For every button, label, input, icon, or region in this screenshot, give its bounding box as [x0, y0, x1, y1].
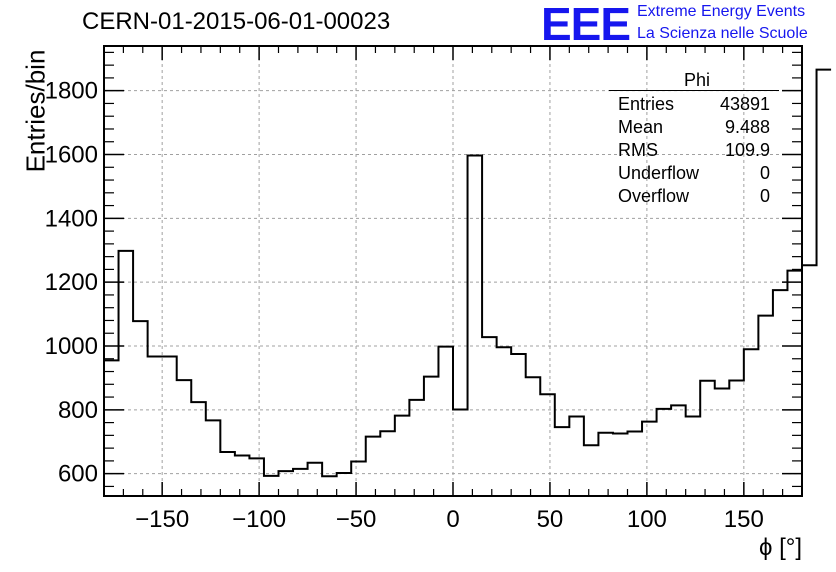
x-tick-label: 0 [446, 506, 459, 533]
x-tick-label: 50 [537, 506, 564, 533]
y-axis-label: Entries/bin [20, 49, 51, 173]
plot-frame [103, 45, 803, 497]
y-tick-label: 800 [58, 397, 98, 424]
y-tick-label: 1800 [45, 78, 98, 105]
stats-value: 0 [759, 163, 770, 183]
x-axis-label: ϕ [°] [758, 534, 802, 561]
eee-logo: EEE [541, 0, 631, 50]
stats-label: Mean [618, 117, 664, 137]
x-tick-label: −100 [232, 506, 286, 533]
y-tick-label: 1600 [45, 142, 98, 169]
tick-labels: −150 −100 −50 0 50 100 150 600 800 1000 1200 1400 16… [45, 78, 764, 533]
stats-box: Phi Entries 43891 Mean 9.488 RMS 109.9 U… [609, 70, 779, 208]
y-tick-label: 600 [58, 461, 98, 488]
axis-ticks [103, 46, 803, 496]
x-tick-label: −150 [135, 506, 189, 533]
stats-label: RMS [618, 140, 658, 160]
x-tick-label: −50 [336, 506, 377, 533]
stats-row-entries: Entries 43891 [609, 93, 779, 116]
y-tick-label: 1000 [45, 333, 98, 360]
stats-label: Overflow [618, 186, 690, 206]
stats-value: 0 [759, 186, 770, 206]
stats-value: 43891 [719, 94, 770, 114]
stats-row-underflow: Underflow 0 [609, 162, 779, 185]
stats-value: 109.9 [724, 140, 770, 160]
x-tick-label: 100 [627, 506, 667, 533]
stats-title: Phi [683, 70, 710, 90]
logo-tagline-1: Extreme Energy Events [637, 3, 806, 20]
stats-divider [609, 90, 779, 91]
stats-row-mean: Mean 9.488 [609, 116, 779, 139]
x-tick-label: 150 [724, 506, 764, 533]
histogram-step-line [104, 68, 832, 478]
stats-row-rms: RMS 109.9 [609, 139, 779, 162]
stats-label: Underflow [618, 163, 700, 183]
logo-tagline-2: La Scienza nelle Scuole [637, 25, 808, 42]
stats-value: 9.488 [724, 117, 770, 137]
y-tick-label: 1200 [45, 269, 98, 296]
stats-row-overflow: Overflow 0 [609, 185, 779, 208]
chart-title: CERN-01-2015-06-01-00023 [82, 8, 391, 35]
y-tick-label: 1400 [45, 205, 98, 232]
stats-label: Entries [618, 94, 675, 114]
